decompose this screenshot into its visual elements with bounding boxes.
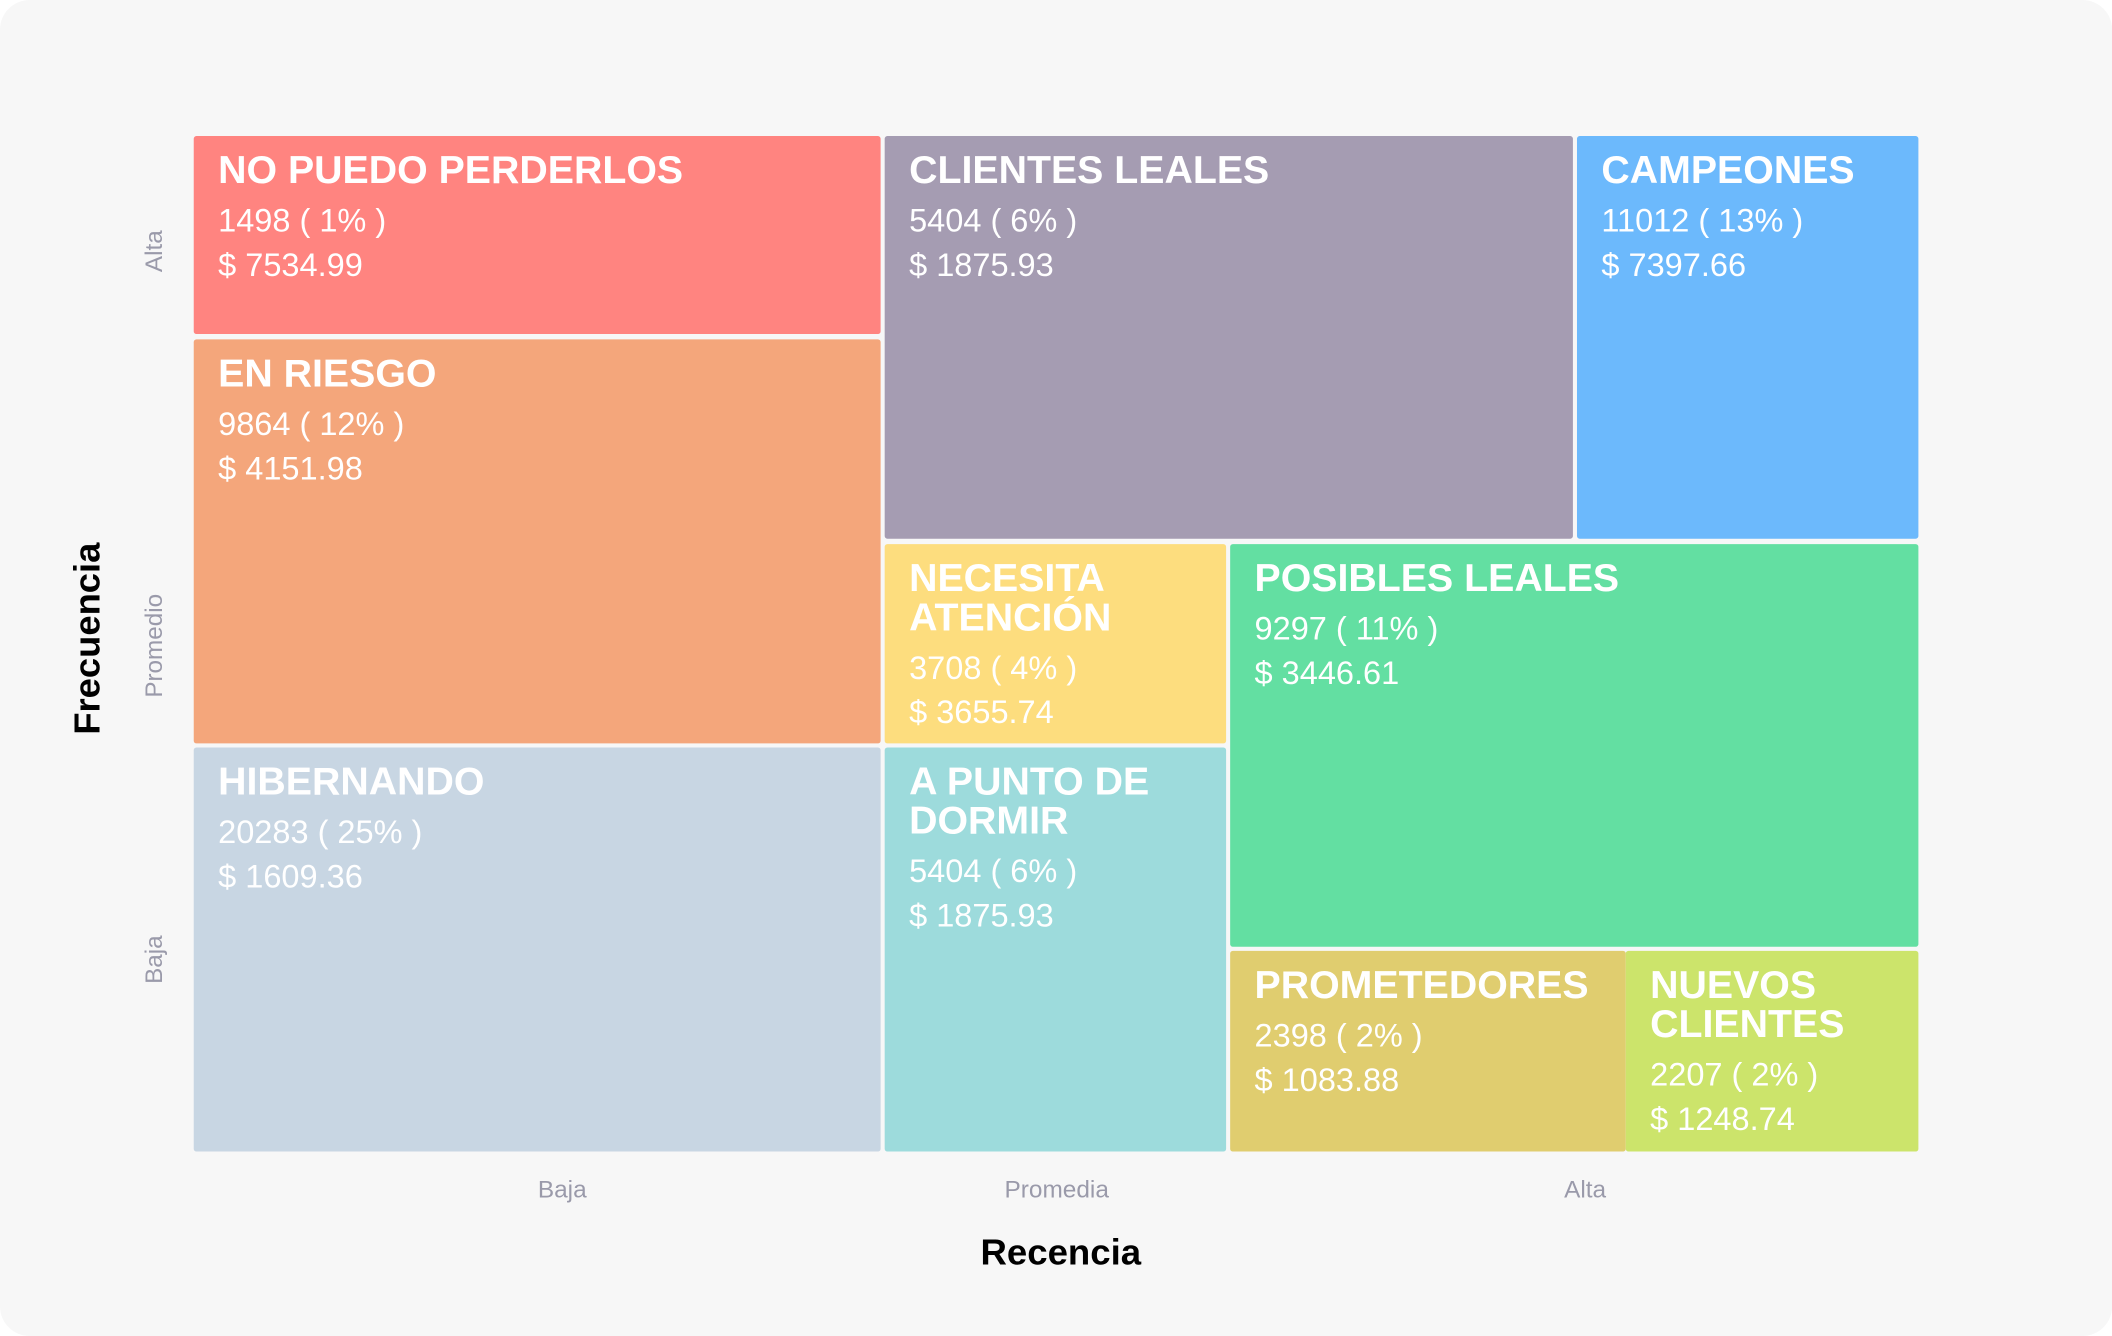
segment-revenue: $ 7534.99 bbox=[218, 247, 363, 285]
segment-count: 11012 ( 13% ) bbox=[1601, 203, 1804, 240]
segment-count: 5404 ( 6% ) bbox=[909, 203, 1078, 240]
segment-revenue: $ 1248.74 bbox=[1650, 1101, 1795, 1139]
segment: CLIENTES LEALES 5404 ( 6% ) $ 1875.93 bbox=[884, 136, 1573, 539]
segment-name: NECESITA ATENCIÓN bbox=[909, 557, 1112, 640]
segment-count: 9297 ( 11% ) bbox=[1254, 611, 1439, 648]
segment-revenue: $ 3655.74 bbox=[909, 694, 1054, 732]
segment-revenue: $ 1875.93 bbox=[909, 247, 1054, 285]
segment: POSIBLES LEALES 9297 ( 11% ) $ 3446.61 bbox=[1230, 544, 1919, 947]
y-axis-label: Promedio bbox=[140, 593, 168, 698]
segment: CAMPEONES 11012 ( 13% ) $ 7397.66 bbox=[1576, 136, 1919, 539]
segment-name: POSIBLES LEALES bbox=[1254, 557, 1620, 601]
segment: NUEVOS CLIENTES 2207 ( 2% ) $ 1248.74 bbox=[1625, 950, 1919, 1152]
segment-count: 5404 ( 6% ) bbox=[909, 853, 1078, 891]
x-axis-label: Alta bbox=[1564, 1175, 1607, 1203]
segment: NO PUEDO PERDERLOS 1498 ( 1% ) $ 7534.99 bbox=[193, 136, 881, 335]
segment-name: CAMPEONES bbox=[1601, 149, 1855, 193]
y-axis-title: Frecuencia bbox=[67, 542, 108, 735]
segment-name: NO PUEDO PERDERLOS bbox=[218, 149, 684, 193]
segment: PROMETEDORES 2398 ( 2% ) $ 1083.88 bbox=[1230, 950, 1626, 1152]
y-axis-label: Baja bbox=[140, 935, 168, 984]
segment-revenue: $ 7397.66 bbox=[1601, 247, 1747, 285]
segment-revenue: $ 3446.61 bbox=[1254, 655, 1400, 693]
segment-count: 2207 ( 2% ) bbox=[1650, 1057, 1819, 1094]
x-axis-label: Baja bbox=[537, 1175, 587, 1203]
segment-count: 1498 ( 1% ) bbox=[218, 203, 387, 240]
segment-name: CLIENTES LEALES bbox=[909, 149, 1270, 193]
segment: NECESITA ATENCIÓN 3708 ( 4% ) $ 3655.74 bbox=[884, 544, 1227, 744]
x-axis-label: Promedia bbox=[1004, 1175, 1109, 1203]
segment-count: 9864 ( 12% ) bbox=[218, 406, 405, 444]
segment: A PUNTO DE DORMIR 5404 ( 6% ) $ 1875.93 bbox=[884, 747, 1227, 1152]
segment-name: PROMETEDORES bbox=[1254, 964, 1589, 1008]
segment-count: 20283 ( 25% ) bbox=[218, 814, 423, 852]
segment: EN RIESGO 9864 ( 12% ) $ 4151.98 bbox=[193, 339, 881, 744]
segment-revenue: $ 4151.98 bbox=[218, 451, 363, 488]
segment-name: NUEVOS CLIENTES bbox=[1650, 964, 1845, 1047]
segment-name: A PUNTO DE DORMIR bbox=[909, 760, 1150, 844]
segment-count: 3708 ( 4% ) bbox=[909, 650, 1078, 687]
y-axis-label: Alta bbox=[140, 230, 168, 273]
segment-count: 2398 ( 2% ) bbox=[1254, 1018, 1423, 1055]
segment-name: EN RIESGO bbox=[218, 352, 437, 396]
x-axis-title: Recencia bbox=[980, 1232, 1142, 1273]
segment-revenue: $ 1875.93 bbox=[909, 898, 1054, 935]
segment: HIBERNANDO 20283 ( 25% ) $ 1609.36 bbox=[193, 747, 881, 1152]
segment-revenue: $ 1083.88 bbox=[1254, 1062, 1400, 1099]
segment-revenue: $ 1609.36 bbox=[218, 859, 363, 896]
segment-name: HIBERNANDO bbox=[218, 760, 485, 805]
